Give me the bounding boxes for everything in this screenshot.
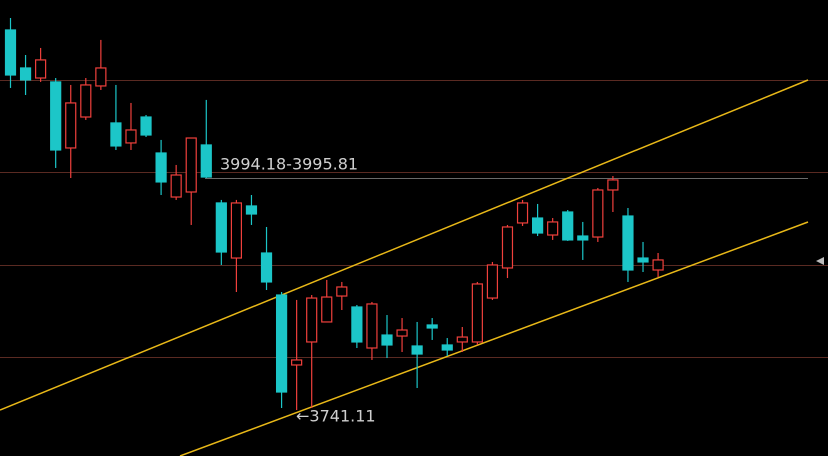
candle-body [35,59,47,79]
candle-body [140,116,152,136]
candle-body [637,257,649,263]
candle-body [185,137,197,193]
candle-body [291,359,303,366]
channel-upper [0,79,809,411]
candle-body [471,283,483,343]
range-annotation: 3994.18-3995.81 [220,155,358,174]
candle-body [486,264,499,299]
candle-body [230,202,242,259]
candle-body [501,226,514,269]
price-marker [816,257,824,265]
candle-body [531,217,544,234]
background-grid [0,80,828,358]
candle-body [516,202,529,224]
candle-body [215,202,227,253]
candles [4,18,664,410]
candle-body [80,84,92,118]
candle-body [170,174,182,198]
candle-body [622,215,634,271]
candle-body [351,306,363,343]
candle-body [4,29,17,76]
candle-body [396,329,408,337]
candle-body [336,286,348,297]
candle-body [366,303,378,349]
candle-body [275,294,288,393]
candle-body [577,235,589,241]
candle-body [592,189,604,238]
candle-body [381,334,393,346]
candle-body [65,102,77,149]
candle-body [306,297,318,343]
candle-body [19,67,32,81]
candle-body [607,179,619,191]
candle-body [411,345,423,355]
candle-body [260,252,273,283]
candle-body [245,205,258,215]
candle-body [547,221,559,236]
candle-body [441,344,453,351]
candle-body [110,122,122,147]
candle-body [456,336,468,343]
candle-body [426,324,438,329]
candle-body [321,296,333,323]
candle-body [562,211,574,241]
channel-lower [179,221,809,456]
candle-body [155,152,167,183]
candle-body [125,129,137,144]
candle-body [200,144,212,178]
low-annotation: ←3741.11 [296,407,376,426]
candle-body [652,259,664,271]
candle-body [50,81,62,151]
candle-body [95,67,107,87]
